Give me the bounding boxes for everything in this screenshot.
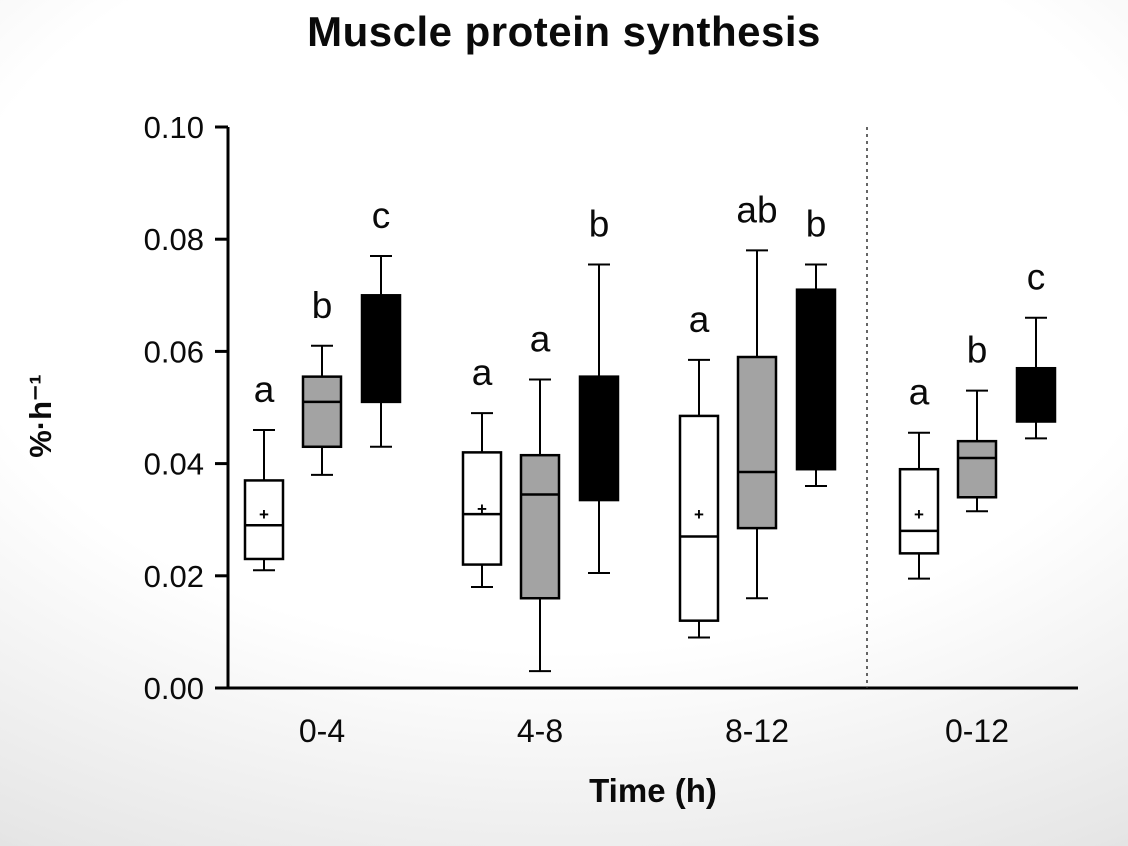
box-white-4-8: +a: [461, 352, 503, 589]
y-tick-label: 0.08: [144, 222, 204, 257]
box-black-0-12: c: [1015, 257, 1057, 440]
mean-marker: +: [694, 505, 704, 524]
iqr-box: [461, 451, 503, 566]
significance-letter: a: [689, 299, 710, 340]
iqr-box: [956, 439, 998, 499]
significance-letter: a: [254, 369, 275, 410]
x-category-label: 8-12: [725, 713, 789, 749]
x-category-label: 0-12: [945, 713, 1009, 749]
iqr-box: [519, 453, 561, 600]
significance-letter: a: [472, 352, 493, 393]
significance-letter: c: [372, 195, 391, 236]
mean-marker: +: [477, 499, 487, 518]
box-black-4-8: b: [578, 203, 620, 574]
box-gray-8-12: ab: [736, 189, 778, 600]
significance-letter: c: [1027, 257, 1046, 298]
box-white-0-4: +a: [243, 369, 285, 572]
iqr-box: [578, 375, 620, 502]
iqr-box: [360, 294, 402, 404]
iqr-box: [898, 467, 940, 555]
iqr-box: [795, 288, 837, 471]
y-tick-label: 0.04: [144, 447, 204, 482]
x-category-label: 0-4: [299, 713, 345, 749]
y-tick-label: 0.06: [144, 334, 204, 369]
box-black-8-12: b: [795, 203, 837, 488]
iqr-box: [736, 355, 778, 530]
mean-marker: +: [914, 505, 924, 524]
iqr-box: [1015, 366, 1057, 423]
significance-letter: ab: [736, 189, 777, 230]
y-tick-label: 0.00: [144, 671, 204, 706]
y-tick-label: 0.10: [144, 110, 204, 145]
chart-title: Muscle protein synthesis: [307, 8, 821, 55]
significance-letter: b: [967, 330, 988, 371]
x-category-label: 4-8: [517, 713, 563, 749]
box-gray-4-8: a: [519, 318, 561, 673]
significance-letter: b: [806, 203, 827, 244]
box-white-0-12: +a: [898, 372, 940, 580]
x-axis-label: Time (h): [589, 772, 717, 809]
box-gray-0-4: b: [301, 285, 343, 476]
iqr-box: [301, 375, 343, 449]
significance-letter: a: [909, 372, 930, 413]
y-tick-label: 0.02: [144, 559, 204, 594]
box-black-0-4: c: [360, 195, 402, 448]
mean-marker: +: [259, 505, 269, 524]
iqr-box: [678, 414, 720, 622]
significance-letter: b: [312, 285, 333, 326]
significance-letter: b: [589, 203, 610, 244]
box-white-8-12: +a: [678, 299, 720, 639]
iqr-box: [243, 479, 285, 561]
box-gray-0-12: b: [956, 330, 998, 513]
significance-letter: a: [530, 318, 551, 359]
